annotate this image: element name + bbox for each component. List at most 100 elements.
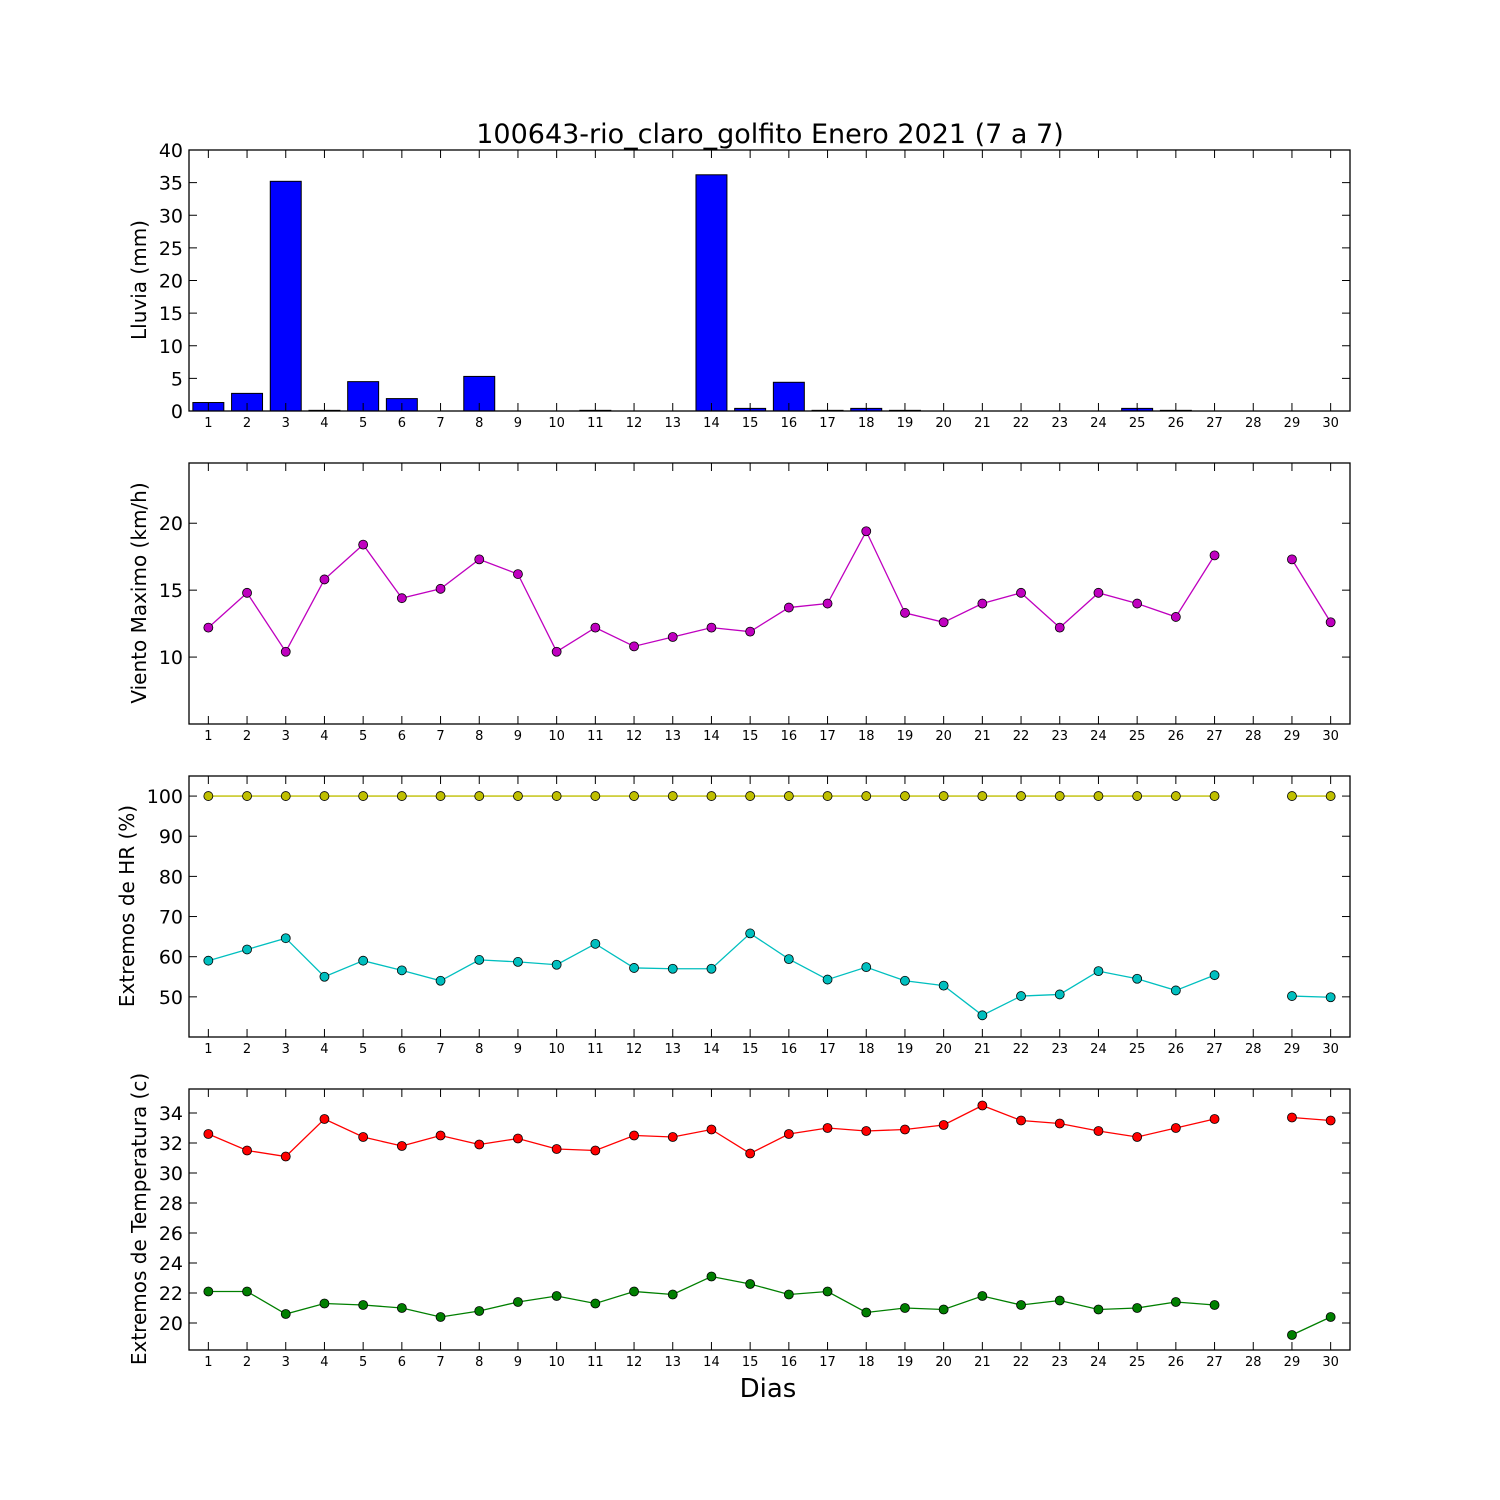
wind-series-0-line — [1291, 559, 1332, 623]
wind-xtick-label: 6 — [398, 729, 406, 744]
wind-series-0-point-day-13 — [667, 632, 678, 642]
wind-xtick-label: 27 — [1206, 729, 1223, 744]
wind-series-0-point-day-6 — [396, 593, 407, 604]
rain-xtick-label: 18 — [858, 416, 875, 431]
humidity-series-1-point-day-13 — [667, 963, 678, 974]
humidity-series-1-point-day-24 — [1093, 966, 1104, 977]
humidity-series-1-point-day-15 — [745, 928, 756, 939]
wind-series-0-point-day-1 — [203, 622, 214, 633]
wind-xtick-label: 24 — [1090, 729, 1107, 744]
temp-series-1-point-day-23 — [1054, 1295, 1065, 1306]
rain-xtick-label: 28 — [1245, 416, 1262, 431]
rain-xtick-label: 4 — [320, 416, 328, 431]
temp-series-0-point-day-10 — [551, 1144, 562, 1154]
rain-xtick-label: 10 — [548, 416, 565, 431]
humidity-series-1-point-day-27 — [1209, 970, 1220, 981]
wind-xtick-label: 21 — [974, 729, 991, 744]
humidity-series-0-point-day-12 — [629, 791, 639, 801]
wind-xtick-label: 11 — [587, 729, 604, 744]
humidity-xtick-label: 1 — [204, 1042, 212, 1057]
temp-series-1-point-day-24 — [1093, 1304, 1104, 1315]
humidity-series-1-point-day-6 — [396, 965, 407, 976]
temp-xtick-label: 10 — [548, 1355, 565, 1370]
temp-xtick-label: 30 — [1322, 1355, 1339, 1370]
wind-xtick-label: 12 — [626, 729, 643, 744]
humidity-series-1-point-day-11 — [590, 938, 601, 949]
temp-series-1-line — [208, 1275, 1215, 1318]
temp-series-0-point-day-12 — [629, 1130, 639, 1141]
wind-xtick-label: 16 — [781, 729, 798, 744]
wind-series-0-point-day-9 — [513, 569, 523, 579]
temp-series-0-point-day-7 — [435, 1130, 446, 1141]
humidity-series-0-point-day-21 — [977, 791, 988, 801]
humidity-ytick-label: 90 — [159, 826, 183, 848]
wind-xtick-label: 9 — [514, 729, 522, 744]
temp-series-0-point-day-30 — [1325, 1115, 1336, 1126]
temp-series-1-point-day-20 — [938, 1304, 949, 1315]
wind-xtick-label: 19 — [897, 729, 914, 744]
rain-xtick-label: 12 — [626, 416, 643, 431]
temp-series-0-point-day-8 — [474, 1139, 485, 1150]
rain-xtick-label: 21 — [974, 416, 991, 431]
humidity-series-1-line — [208, 932, 1215, 1017]
temp-series-1-point-day-29 — [1287, 1330, 1297, 1340]
humidity-xtick-label: 19 — [897, 1042, 914, 1057]
rain-ytick-label: 0 — [171, 401, 183, 423]
temp-xtick-label: 12 — [626, 1355, 643, 1370]
humidity-xtick-label: 6 — [398, 1042, 406, 1057]
temp-xtick-label: 24 — [1090, 1355, 1107, 1370]
humidity-ytick-label: 70 — [159, 907, 183, 929]
temp-series-1-line — [1291, 1316, 1331, 1336]
wind-series-0-point-day-4 — [319, 574, 330, 585]
humidity-ylabel: Extremos de HR (%) — [115, 805, 139, 1007]
wind-xtick-label: 25 — [1129, 729, 1146, 744]
temp-series-0-point-day-1 — [203, 1129, 214, 1139]
temp-series-0-point-day-13 — [667, 1132, 678, 1142]
wind-series-0-point-day-7 — [435, 583, 446, 594]
humidity-series-0-point-day-6 — [396, 791, 407, 801]
wind-series-0-point-day-3 — [280, 646, 291, 657]
wind-series-0-point-day-8 — [474, 554, 485, 565]
temp-series-1-point-day-14 — [706, 1271, 717, 1282]
temp-series-0-point-day-3 — [280, 1151, 291, 1162]
humidity-series-0-point-day-22 — [1016, 791, 1026, 801]
temp-series-0-point-day-22 — [1016, 1115, 1026, 1126]
humidity-xtick-label: 9 — [514, 1042, 522, 1057]
temp-xtick-label: 6 — [398, 1355, 406, 1370]
humidity-series-0-point-day-20 — [938, 791, 949, 801]
humidity-xtick-label: 27 — [1206, 1042, 1223, 1057]
temp-xtick-label: 1 — [204, 1355, 212, 1370]
temp-series-1-point-day-26 — [1170, 1297, 1181, 1307]
humidity-xtick-label: 7 — [436, 1042, 444, 1057]
humidity-series-0-point-day-2 — [242, 791, 252, 801]
humidity-series-0-point-day-4 — [319, 791, 330, 801]
temp-series-0-point-day-14 — [706, 1124, 717, 1135]
temp-series-0-point-day-18 — [861, 1126, 872, 1136]
humidity-series-0-point-day-19 — [900, 791, 910, 801]
temp-series-1-point-day-8 — [474, 1306, 485, 1316]
wind-series-0-point-day-30 — [1325, 617, 1336, 628]
wind-series-0-line — [207, 529, 1216, 653]
temp-series-1-point-day-7 — [435, 1312, 446, 1322]
humidity-series-1-point-day-14 — [706, 963, 717, 974]
humidity-xtick-label: 15 — [742, 1042, 759, 1057]
rain-xtick-label: 27 — [1206, 416, 1223, 431]
temp-series-1-point-day-1 — [203, 1286, 214, 1297]
temp-series-0-point-day-2 — [242, 1145, 252, 1156]
wind-series-0-point-day-10 — [551, 646, 562, 657]
wind-xtick-label: 1 — [204, 729, 212, 744]
humidity-ytick-label: 100 — [147, 786, 183, 808]
temp-ytick-label: 28 — [159, 1193, 183, 1215]
wind-xtick-label: 8 — [475, 729, 483, 744]
humidity-xtick-label: 21 — [974, 1042, 991, 1057]
wind-series-0-point-day-12 — [629, 641, 639, 652]
humidity-xtick-label: 11 — [587, 1042, 604, 1057]
temp-series-0-point-day-23 — [1054, 1118, 1065, 1129]
rain-ytick-label: 40 — [159, 140, 183, 162]
humidity-xtick-label: 18 — [858, 1042, 875, 1057]
rain-bar-day-14 — [695, 174, 728, 412]
humidity-xtick-label: 24 — [1090, 1042, 1107, 1057]
